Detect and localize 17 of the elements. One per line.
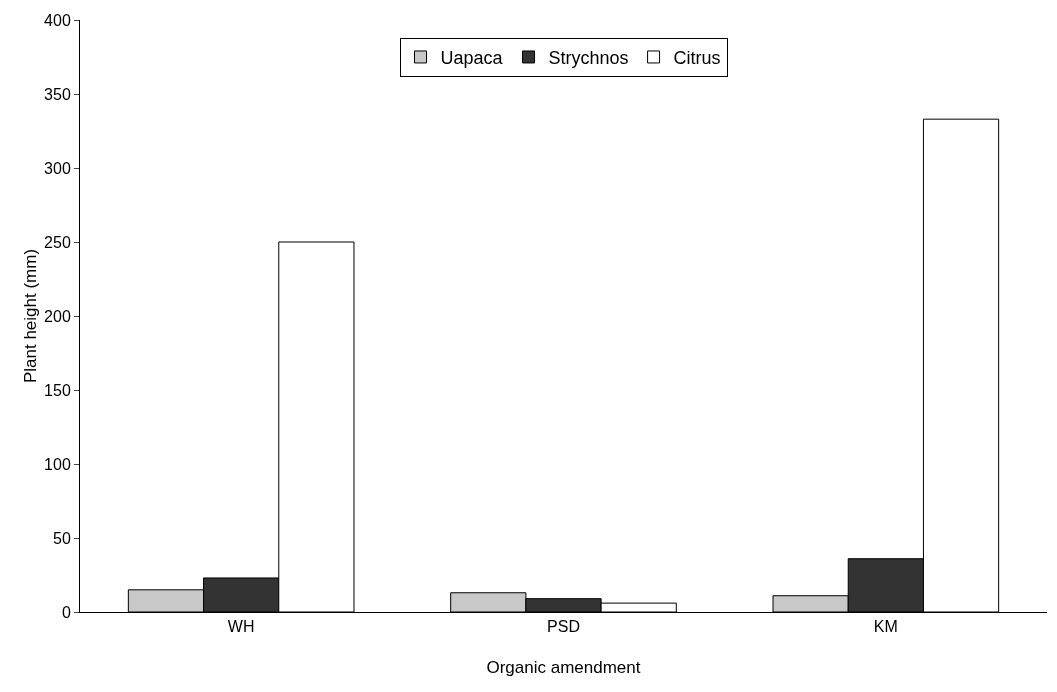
legend-label: Citrus (673, 47, 721, 68)
y-tick-label: 150 (44, 381, 71, 399)
y-tick-label: 0 (61, 603, 71, 621)
x-axis-title: Organic amendment (486, 658, 641, 677)
y-tick-label: 200 (44, 307, 71, 325)
x-tick-label: WH (227, 618, 255, 636)
x-tick-label: KM (873, 618, 898, 636)
x-tick-label: PSD (547, 618, 580, 636)
y-tick-label: 250 (44, 233, 71, 251)
y-tick-label: 350 (44, 85, 71, 103)
y-tick-label: 50 (53, 529, 71, 547)
legend-label: Strychnos (548, 47, 629, 68)
legend-label: Uapaca (440, 47, 504, 68)
y-tick-label: 300 (44, 159, 71, 177)
y-tick-label: 400 (44, 11, 71, 29)
y-axis-title: Plant height (mm) (21, 248, 40, 384)
y-tick-label: 100 (44, 455, 71, 473)
